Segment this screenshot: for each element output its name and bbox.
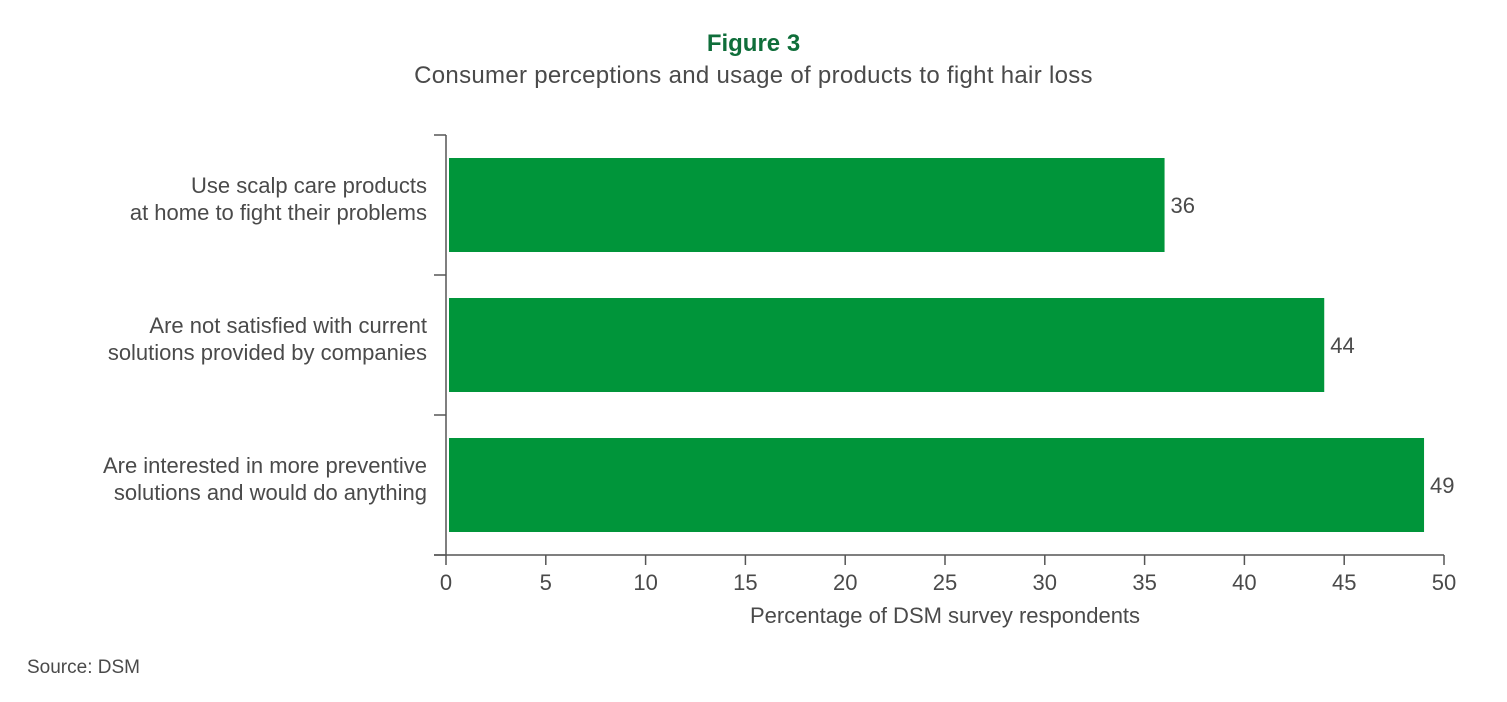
bar-1 [449,158,1165,252]
x-tick-label-10: 10 [633,570,657,595]
x-tick-label-0: 0 [440,570,452,595]
x-tick-label-45: 45 [1332,570,1356,595]
x-tick-label-30: 30 [1033,570,1057,595]
x-tick-label-50: 50 [1432,570,1456,595]
source-note: Source: DSM [27,657,140,678]
x-tick-label-25: 25 [933,570,957,595]
category-label-3-line-2: solutions and would do anything [114,480,427,505]
category-label-1-line-1: Use scalp care products [191,173,427,198]
chart-title: Consumer perceptions and usage of produc… [414,62,1093,89]
bar-2 [449,298,1325,392]
data-label-1: 36 [1171,193,1195,218]
x-tick-label-40: 40 [1232,570,1256,595]
bars-layer [449,158,1425,532]
figure-label: Figure 3 [706,30,801,57]
data-label-3: 49 [1430,473,1454,498]
axes [434,134,1445,565]
x-axis-title: Percentage of DSM survey respondents [750,603,1140,628]
category-label-3-line-1: Are interested in more preventive [103,453,427,478]
category-label-2-line-2: solutions provided by companies [108,340,427,365]
bar-3 [449,438,1425,532]
category-label-1-line-2: at home to fight their problems [130,200,427,225]
data-label-2: 44 [1330,333,1354,358]
x-tick-label-20: 20 [833,570,857,595]
category-label-2-line-1: Are not satisfied with current [149,313,427,338]
x-tick-label-5: 5 [540,570,552,595]
x-tick-label-15: 15 [733,570,757,595]
x-tick-label-35: 35 [1132,570,1156,595]
